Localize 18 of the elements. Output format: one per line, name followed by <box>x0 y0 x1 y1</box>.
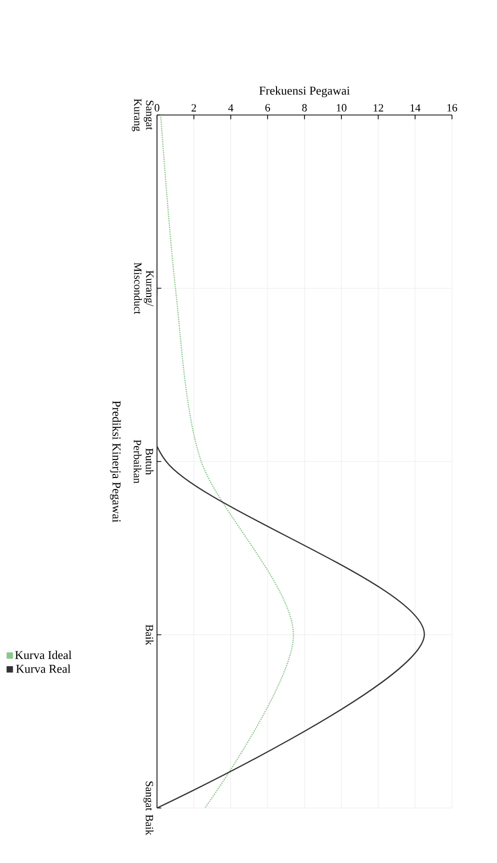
y-tick-label: Sangat Kurang <box>132 98 154 132</box>
x-tick-label: 4 <box>228 104 234 112</box>
y-tick-label: Sangat Baik <box>143 782 154 836</box>
x-tick-label: 8 <box>302 104 307 112</box>
x-tick-label: 0 <box>154 104 160 112</box>
x-tick-label: 14 <box>410 104 420 112</box>
legend-label: Kurva Ideal <box>15 650 72 660</box>
legend-label: Kurva Real <box>16 664 71 673</box>
y-tick-label: Baik <box>146 624 154 646</box>
y-axis-title: Prediksi Kinerja Pegawai <box>110 400 121 522</box>
x-tick-label: 6 <box>265 104 270 112</box>
x-tick-label: 16 <box>447 104 458 112</box>
x-tick-label: 10 <box>336 104 346 112</box>
y-tick-label: Butuh Perbaikan <box>134 440 154 484</box>
x-axis-title: Frekuensi Pegawai <box>259 86 350 98</box>
y-tick-label: Kurang/ Misconduct <box>134 262 154 314</box>
x-tick-label: 2 <box>192 104 196 112</box>
x-tick-label: 12 <box>374 104 384 112</box>
